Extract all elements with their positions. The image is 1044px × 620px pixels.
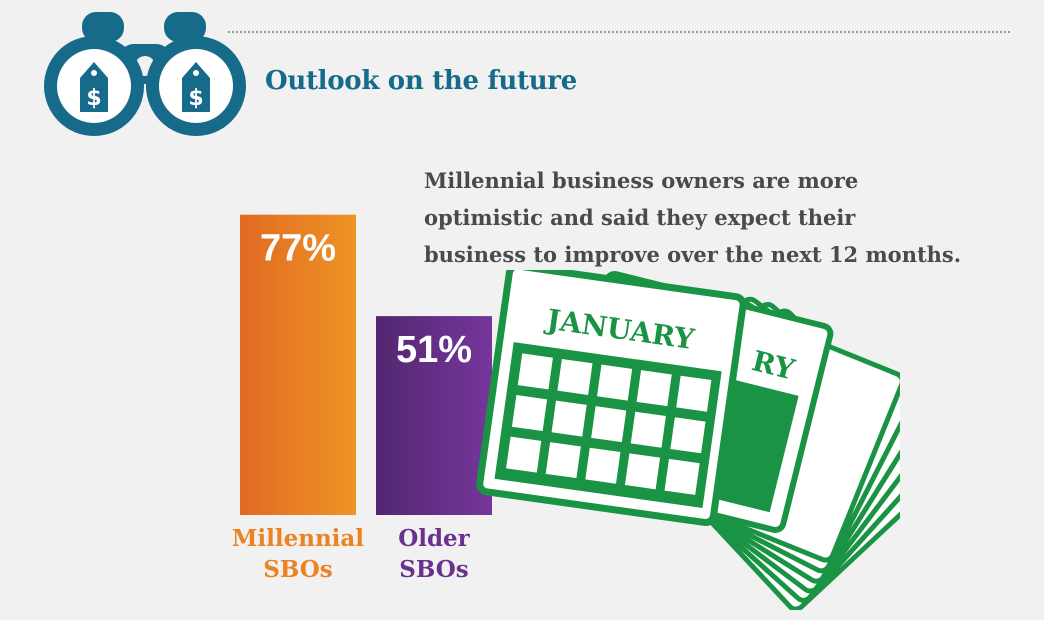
description-text: Millennial business owners are more opti… [424,162,1024,273]
binoculars-icon: $ $ [44,12,246,136]
calendar-cell [636,370,672,407]
description-line: Millennial business owners are more [424,168,859,193]
calendar-cell [545,442,581,479]
calendar-cell [557,358,593,395]
bar-value-label: 77% [260,228,336,270]
calendar-cell [624,453,661,490]
category-label: Older [398,525,470,552]
calendar-cell [670,417,706,454]
calendar-cell [597,364,633,401]
calendar-cell [664,458,700,495]
calendar-cell [585,447,621,484]
dollar-tag-icon: $ [182,62,210,112]
dollar-tag-icon: $ [80,62,108,112]
svg-text:$: $ [86,86,101,111]
bar-1 [376,316,492,515]
description-line: optimistic and said they expect their [424,205,856,230]
svg-text:$: $ [188,86,203,111]
bar-chart: 77% Millennial SBOs 51% Older SBOs [232,214,492,583]
calendar-cell [506,436,542,473]
calendar-cell [511,395,548,432]
calendar-cell [551,400,587,437]
calendar-cell [630,411,666,448]
dotted-divider [228,31,1010,33]
category-label: SBOs [263,556,332,583]
calendar-icon: RY JANUARY [476,270,900,610]
description-line: business to improve over the next 12 mon… [424,242,962,267]
section-title: Outlook on the future [265,66,577,96]
category-label: SBOs [399,556,468,583]
bar-0 [240,214,356,515]
bar-value-label: 51% [396,329,472,371]
category-label: Millennial [232,525,364,552]
calendar-cell [676,375,712,412]
calendar-cell [517,353,553,390]
calendar-cell [591,406,627,443]
